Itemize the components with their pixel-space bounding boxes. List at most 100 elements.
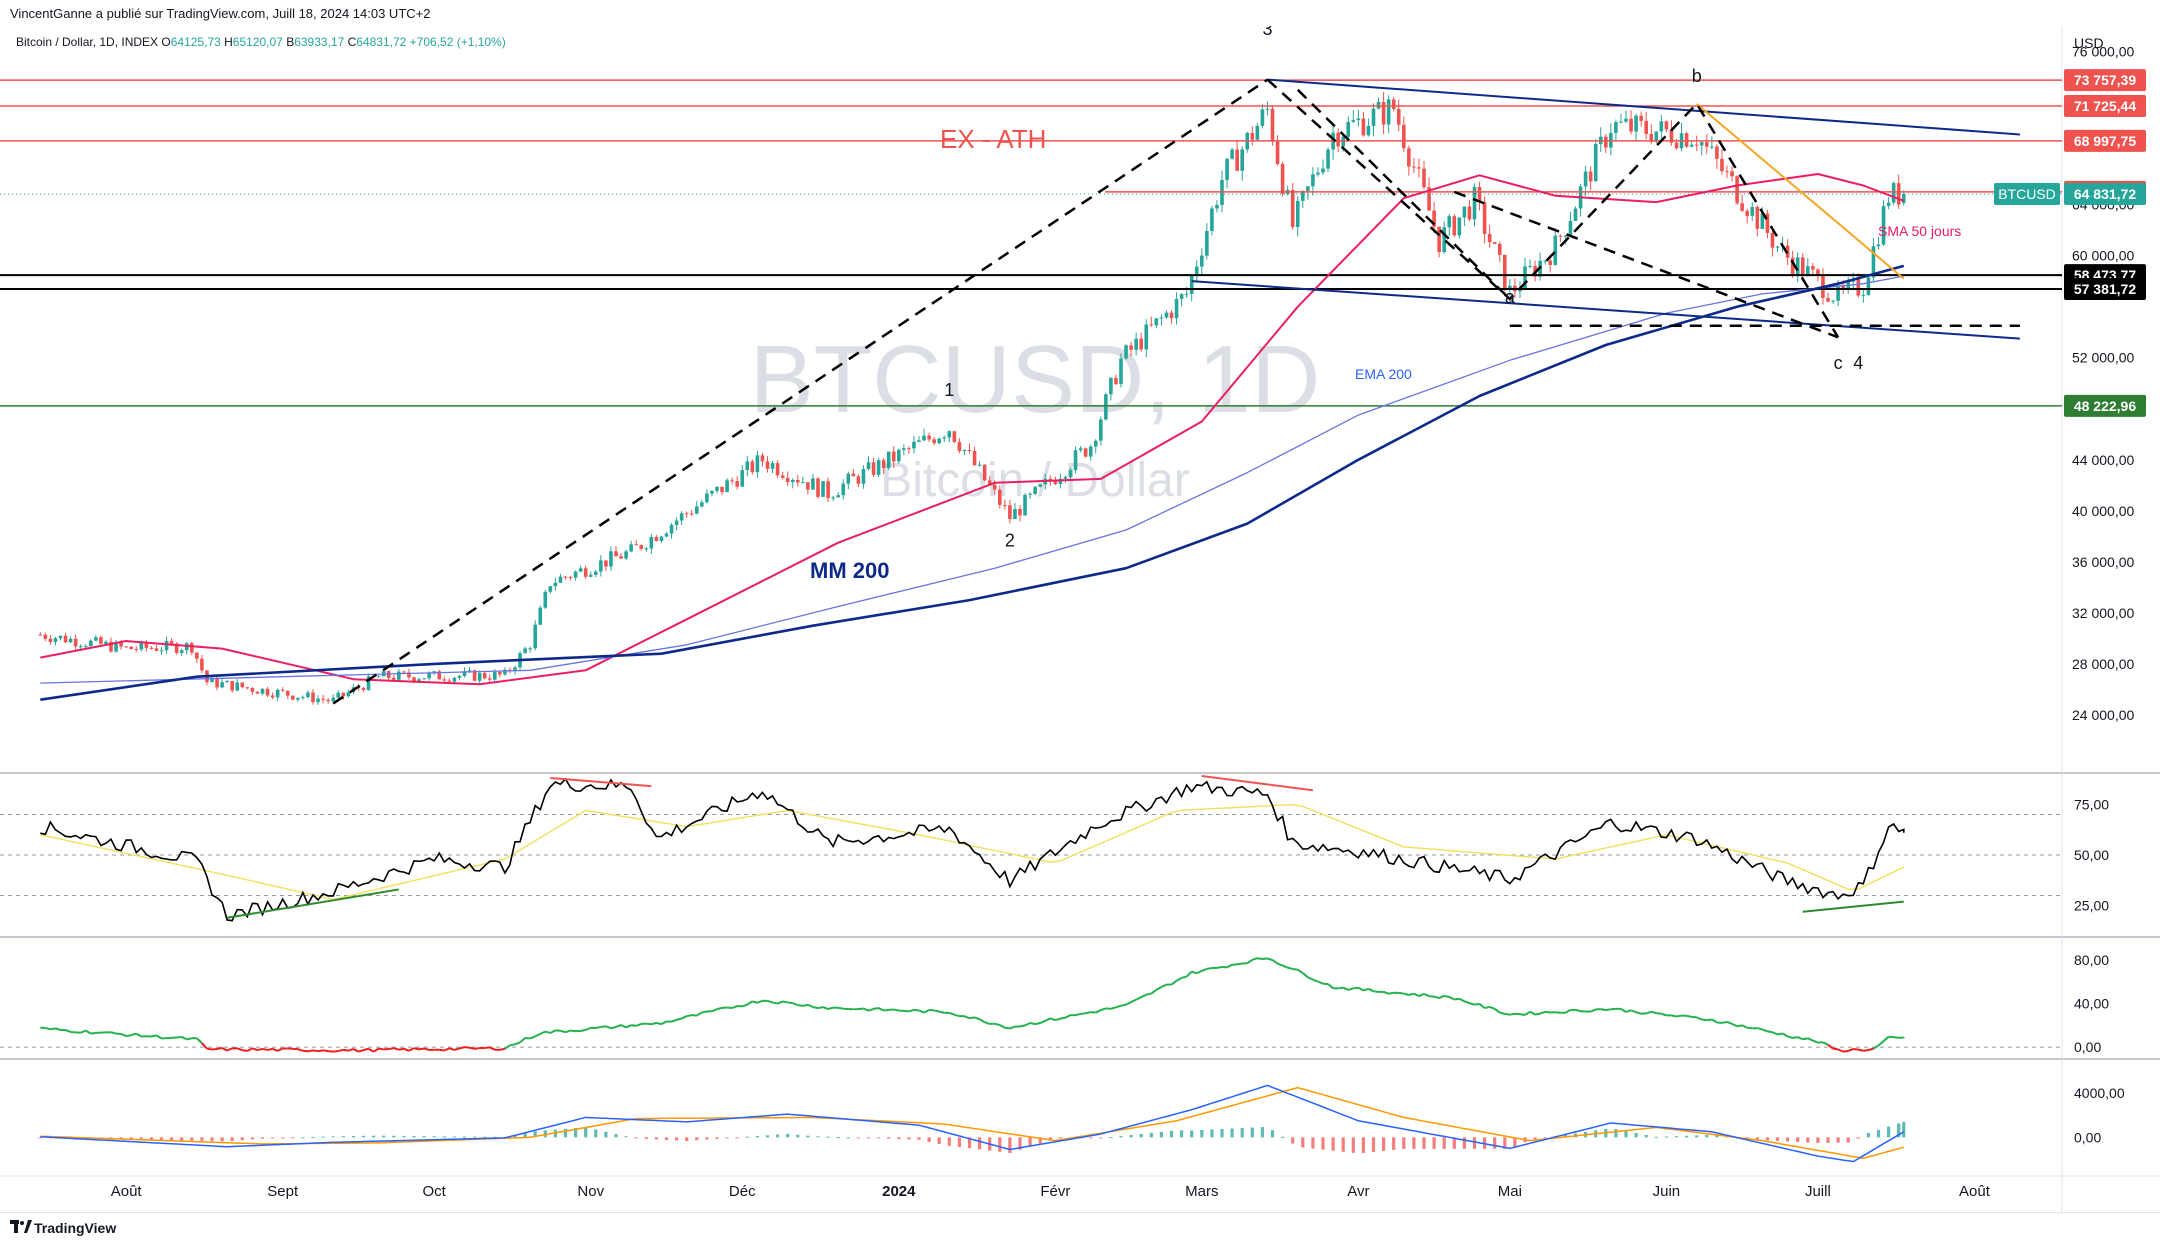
adx-segment [1757, 1028, 1762, 1029]
adx-segment [510, 1044, 515, 1045]
macd-histogram-bar [1119, 1136, 1122, 1137]
macd-histogram-bar [1099, 1137, 1102, 1138]
macd-histogram-bar [776, 1135, 779, 1138]
candle-body [129, 647, 133, 649]
macd-histogram-bar [1362, 1137, 1365, 1153]
candle-body [998, 490, 1002, 505]
candle-body [453, 678, 457, 682]
adx-segment [439, 1050, 444, 1051]
macd-histogram-bar [342, 1136, 345, 1137]
candle-body [1185, 294, 1189, 295]
candle-body [215, 678, 219, 688]
macd-histogram-bar [332, 1136, 335, 1137]
candle-body [1564, 236, 1568, 237]
x-tick-label: Août [1959, 1183, 1991, 1200]
candle-body [1291, 190, 1295, 227]
candle-body [1644, 121, 1648, 134]
macd-histogram-bar [1675, 1136, 1678, 1137]
candle-body [230, 681, 234, 691]
macd-histogram-bar [221, 1137, 224, 1141]
candle-body [746, 461, 750, 470]
candle-body [660, 537, 664, 541]
candle-body [1892, 183, 1896, 203]
macd-histogram-bar [1493, 1137, 1496, 1148]
macd-histogram-bar [1372, 1137, 1375, 1152]
candle-body [806, 482, 810, 489]
adx-segment [874, 1008, 879, 1009]
candle-body [1271, 109, 1275, 142]
tradingview-brand[interactable]: TradingView [34, 1220, 116, 1236]
adx-segment [571, 1031, 576, 1032]
wave-label: a [1505, 287, 1516, 307]
macd-histogram-bar [726, 1137, 729, 1138]
adx-segment [1747, 1028, 1752, 1029]
adx-segment [1505, 1014, 1510, 1015]
macd-histogram-bar [715, 1137, 718, 1138]
candle-body [1346, 122, 1350, 137]
adx-segment [414, 1048, 419, 1049]
macd-histogram-bar [847, 1137, 850, 1138]
adx-segment [970, 1017, 975, 1018]
adx-segment [242, 1050, 247, 1051]
macd-histogram-bar [1534, 1137, 1537, 1139]
candle-body [831, 497, 835, 498]
y-tick-label: 60 000,00 [2072, 248, 2134, 264]
candle-body [1725, 171, 1729, 172]
candle-body [1720, 159, 1724, 171]
candle-body [124, 646, 128, 647]
adx-segment [1500, 1013, 1505, 1014]
candle-body [180, 650, 184, 653]
candle-body [44, 635, 48, 639]
adx-segment [727, 1008, 732, 1009]
candle-body [422, 678, 426, 679]
candle-body [1225, 159, 1229, 180]
macd-histogram-bar [1059, 1137, 1062, 1138]
macd-histogram-bar [180, 1137, 183, 1140]
adx-segment [1510, 1014, 1515, 1015]
adx-segment [611, 1027, 616, 1028]
x-tick-label: Déc [729, 1183, 756, 1200]
macd-histogram-bar [1241, 1128, 1244, 1137]
candle-body [927, 436, 931, 440]
candle-body [897, 450, 901, 462]
macd-histogram-bar [322, 1137, 325, 1138]
candle-body [801, 482, 805, 483]
macd-histogram-bar [1220, 1129, 1223, 1137]
macd-histogram-bar [1311, 1137, 1314, 1148]
chart-background [0, 26, 2160, 1212]
adx-segment [651, 1023, 656, 1024]
candle-body [776, 463, 780, 475]
macd-histogram-bar [1685, 1136, 1688, 1138]
candle-body [458, 676, 462, 678]
adx-segment [419, 1048, 424, 1049]
header-part: 65120,07 [233, 35, 286, 49]
candle-body [771, 463, 775, 469]
adx-segment [1207, 968, 1212, 969]
adx-segment [1687, 1016, 1692, 1017]
candle-body [932, 439, 936, 443]
y-tick-label: 24 000,00 [2072, 707, 2134, 723]
price-label-text: 71 725,44 [2074, 98, 2136, 114]
candle-body [1584, 172, 1588, 187]
macd-histogram-bar [1291, 1137, 1294, 1143]
candle-body [443, 679, 447, 680]
candle-body [695, 506, 699, 513]
rsi-y-tick: 25,00 [2074, 898, 2109, 914]
candle-body [155, 648, 159, 651]
candle-body [680, 513, 684, 520]
tradingview-logo-icon[interactable] [10, 1220, 32, 1234]
x-tick-label: Août [111, 1183, 143, 1200]
adx-segment [1005, 1028, 1010, 1029]
candle-body [907, 448, 911, 449]
candle-body [1387, 99, 1391, 124]
candle-body [397, 672, 401, 680]
candle-body [1468, 207, 1472, 220]
adx-segment [545, 1032, 550, 1033]
adx-segment [1535, 1014, 1540, 1015]
candle-body [1038, 484, 1042, 486]
adx-segment [1060, 1018, 1065, 1019]
symbol-tag-text: BTCUSD [1998, 186, 2056, 202]
macd-histogram-bar [1412, 1137, 1415, 1149]
macd-histogram-bar [251, 1137, 254, 1139]
